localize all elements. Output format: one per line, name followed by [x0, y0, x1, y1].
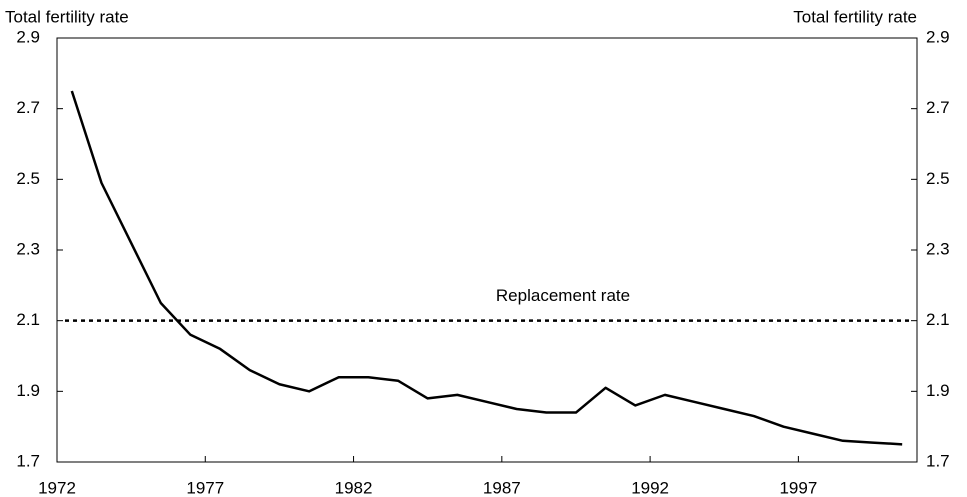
y2-tick-label: 2.9	[926, 27, 950, 46]
y2-tick-label: 2.7	[926, 98, 950, 117]
y-tick-label: 2.5	[16, 169, 40, 188]
y-axis-title: Total fertility rate	[5, 7, 129, 26]
y2-axis-title: Total fertility rate	[793, 7, 917, 26]
y2-tick-label: 2.5	[926, 169, 950, 188]
y-tick-label: 2.7	[16, 98, 40, 117]
x-tick-label: 1977	[186, 478, 224, 497]
y2-tick-label: 1.7	[926, 451, 950, 470]
x-tick-label: 1982	[335, 478, 373, 497]
y2-tick-label: 2.1	[926, 310, 950, 329]
y-tick-label: 2.9	[16, 27, 40, 46]
x-tick-label: 1987	[483, 478, 521, 497]
y2-tick-label: 2.3	[926, 239, 950, 258]
y-tick-label: 2.1	[16, 310, 40, 329]
x-tick-label: 1997	[779, 478, 817, 497]
reference-label: Replacement rate	[496, 286, 630, 305]
y-tick-label: 2.3	[16, 239, 40, 258]
x-tick-label: 1992	[631, 478, 669, 497]
y-tick-label: 1.9	[16, 381, 40, 400]
data-line	[70, 90, 903, 446]
y-tick-label: 1.7	[16, 451, 40, 470]
plot-frame	[56, 37, 918, 463]
y2-tick-label: 1.9	[926, 381, 950, 400]
x-tick-label: 1972	[38, 478, 76, 497]
